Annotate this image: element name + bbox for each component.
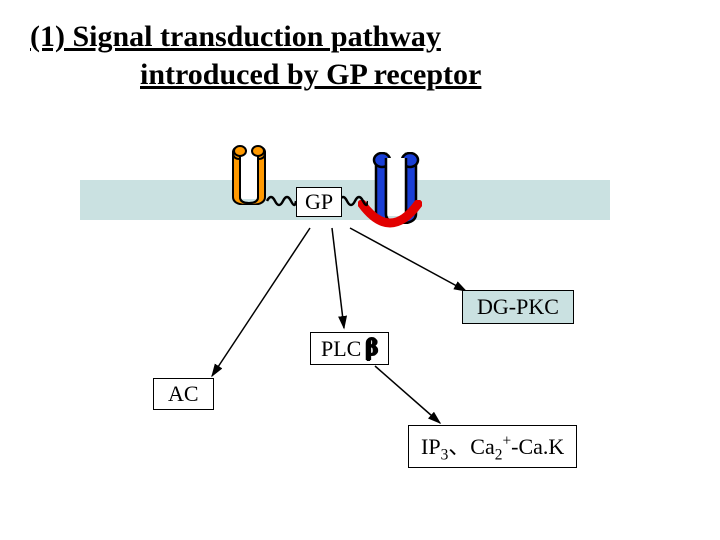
dg-pkc-label: DG-PKC [462, 290, 574, 324]
ip3-prefix: IP [421, 434, 441, 459]
wave-right-icon [338, 192, 368, 210]
ca-sup: + [502, 433, 511, 450]
ip3-ca-label: IP3、Ca2+-Ca.K [408, 425, 577, 468]
title-line-2: introduced by GP receptor [30, 56, 481, 94]
ip3-sep: 、 [448, 434, 470, 459]
ca-text: Ca [470, 434, 494, 459]
beta-icon: β [365, 335, 378, 362]
plc-text: PLC [321, 336, 361, 362]
cak-text: -Ca.K [511, 434, 564, 459]
wave-left-icon [266, 192, 296, 210]
title-line-1: (1) Signal transduction pathway [30, 18, 481, 56]
receptor-orange-icon [230, 145, 268, 205]
plc-beta-label: PLC β [310, 332, 389, 365]
diagram-title: (1) Signal transduction pathway introduc… [30, 18, 481, 93]
gp-label: GP [296, 187, 342, 217]
ac-label: AC [153, 378, 214, 410]
